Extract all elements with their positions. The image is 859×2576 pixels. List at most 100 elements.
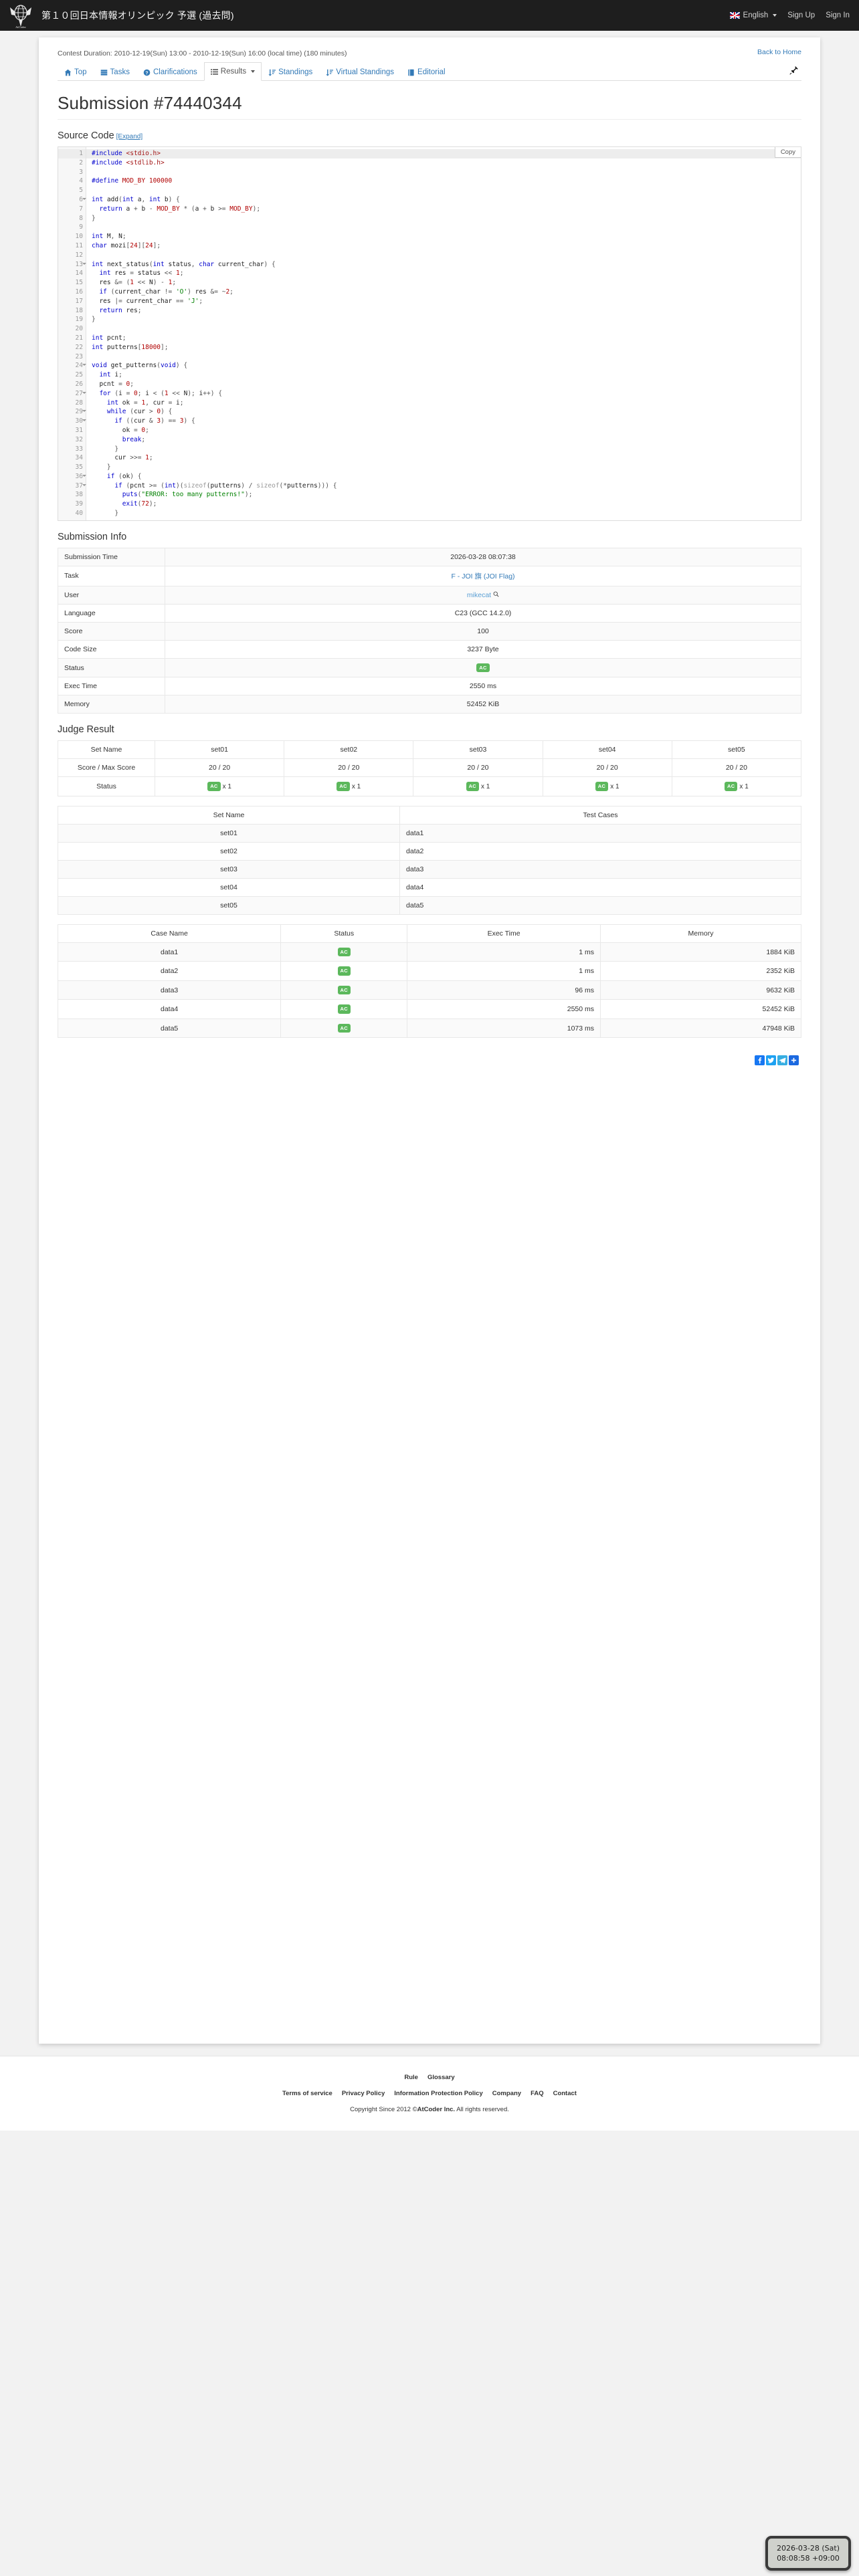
code-line: ok = 0; bbox=[122, 426, 149, 434]
code-fold-icon[interactable] bbox=[82, 419, 86, 422]
case-status-cell: AC bbox=[280, 999, 408, 1019]
footer-link[interactable]: Glossary bbox=[427, 2074, 455, 2081]
code-line-number: 39 bbox=[75, 500, 83, 508]
code-line bbox=[92, 223, 801, 232]
column-header: Set Name bbox=[57, 805, 401, 825]
tab-clarifications[interactable]: ? Clarifications bbox=[136, 63, 204, 81]
telegram-share-button[interactable] bbox=[777, 1055, 787, 1066]
tab-standings[interactable]: Standings bbox=[262, 63, 319, 81]
code-line: #define MOD_BY 100000 bbox=[92, 177, 173, 185]
facebook-share-button[interactable] bbox=[755, 1055, 765, 1066]
info-value[interactable]: F - JOI 旗 (JOI Flag) bbox=[165, 565, 801, 586]
tab-results[interactable]: Results bbox=[203, 62, 262, 81]
code-line: #include <stdio.h> bbox=[86, 149, 801, 158]
clock-date: 2026-03-28 (Sat) bbox=[776, 2544, 840, 2553]
back-to-home-link[interactable]: Back to Home bbox=[757, 48, 801, 56]
code-line-number: 5 bbox=[79, 187, 83, 195]
code-line-number: 33 bbox=[75, 445, 83, 453]
tab-top[interactable]: Top bbox=[58, 63, 94, 81]
info-value[interactable]: mikecat bbox=[165, 585, 801, 605]
code-line: res &= (1 << N) - 1; bbox=[99, 279, 177, 287]
code-content[interactable]: #include <stdio.h> #include <stdlib.h> #d… bbox=[86, 147, 801, 520]
test-cases-cell: data1 bbox=[399, 823, 801, 843]
code-line: } bbox=[114, 510, 119, 518]
sign-in-link[interactable]: Sign In bbox=[826, 11, 850, 19]
table-row: set03 data3 bbox=[57, 859, 801, 879]
table-row: data5 AC 1073 ms 47948 KiB bbox=[57, 1018, 801, 1039]
code-fold-icon[interactable] bbox=[82, 474, 86, 477]
submission-info-table: Submission Time 2026-03-28 08:07:38 Task F … bbox=[58, 547, 801, 714]
task-link[interactable]: F - JOI 旗 (JOI Flag) bbox=[451, 572, 515, 580]
footer-link[interactable]: FAQ bbox=[531, 2090, 544, 2097]
code-line-number: 31 bbox=[75, 426, 83, 434]
footer-link[interactable]: Contact bbox=[553, 2090, 577, 2097]
code-fold-icon[interactable] bbox=[82, 391, 86, 394]
code-fold-icon[interactable] bbox=[82, 262, 86, 265]
table-row: Score 100 bbox=[58, 621, 801, 641]
code-line: int pcnt; bbox=[92, 334, 126, 342]
case-name-cell: data2 bbox=[57, 961, 282, 981]
code-line-number: 7 bbox=[79, 205, 83, 213]
code-line: while (cur > 0) { bbox=[106, 408, 173, 416]
code-line-number: 12 bbox=[75, 251, 83, 259]
code-line-number: 8 bbox=[79, 214, 83, 222]
search-icon[interactable] bbox=[493, 591, 499, 599]
table-row: Task F - JOI 旗 (JOI Flag) bbox=[58, 565, 801, 586]
tab-label: Virtual Standings bbox=[336, 68, 395, 76]
set-name-cell: set01 bbox=[57, 823, 401, 843]
copy-button[interactable]: Copy bbox=[774, 147, 801, 158]
status-count: x 1 bbox=[481, 782, 490, 790]
code-line: int putterns[18000]; bbox=[92, 343, 169, 351]
more-share-button[interactable] bbox=[789, 1055, 799, 1066]
status-badge: AC bbox=[337, 1004, 351, 1014]
twitter-share-button[interactable] bbox=[766, 1055, 776, 1066]
judge-cell: AC x 1 bbox=[413, 776, 543, 796]
code-line: int res = status << 1; bbox=[99, 270, 184, 278]
judge-cell: 20 / 20 bbox=[284, 758, 414, 778]
table-row: Code Size 3237 Byte bbox=[58, 639, 801, 659]
table-header-row: Case Name Status Exec Time Memory bbox=[57, 924, 801, 943]
language-selector[interactable]: English bbox=[729, 11, 777, 19]
column-header: Exec Time bbox=[407, 924, 601, 943]
footer-link[interactable]: Terms of service bbox=[282, 2090, 332, 2097]
tab-label: Top bbox=[74, 68, 87, 76]
code-line: int i; bbox=[99, 371, 122, 379]
atcoder-logo[interactable]: AtCoder bbox=[0, 0, 41, 31]
tab-tasks[interactable]: Tasks bbox=[94, 63, 136, 81]
case-memory-cell: 52452 KiB bbox=[600, 999, 801, 1019]
code-line: res |= current_char == 'J'; bbox=[99, 297, 203, 305]
test-cases-cell: data2 bbox=[399, 841, 801, 861]
sign-up-link[interactable]: Sign Up bbox=[787, 11, 816, 19]
footer-top-links: Rule Glossary bbox=[0, 2074, 859, 2081]
code-fold-icon[interactable] bbox=[82, 484, 86, 486]
info-value: 2550 ms bbox=[165, 677, 801, 696]
status-badge: AC bbox=[337, 1023, 351, 1033]
footer-link[interactable]: Information Protection Policy bbox=[394, 2090, 483, 2097]
user-link[interactable]: mikecat bbox=[466, 591, 492, 599]
tab-editorial[interactable]: Editorial bbox=[401, 63, 452, 81]
code-line: } bbox=[92, 214, 96, 222]
code-fold-icon[interactable] bbox=[82, 197, 86, 200]
tab-virtual-standings[interactable]: Virtual Standings bbox=[319, 63, 401, 81]
column-header: Case Name bbox=[57, 924, 282, 943]
code-line: exit(72); bbox=[122, 500, 157, 508]
source-code-heading: Source Code [Expand] bbox=[58, 130, 801, 141]
language-label: English bbox=[743, 11, 769, 19]
code-line: for (i = 0; i < (1 << N); i++) { bbox=[99, 389, 222, 397]
case-status-cell: AC bbox=[280, 1018, 408, 1039]
info-value: C23 (GCC 14.2.0) bbox=[165, 603, 801, 623]
judge-row-label: Set Name bbox=[58, 740, 155, 760]
question-circle-icon: ? bbox=[143, 69, 151, 76]
code-fold-icon[interactable] bbox=[82, 410, 86, 413]
expand-link[interactable]: [Expand] bbox=[116, 133, 143, 140]
clock-widget: 2026-03-28 (Sat) 08:08:58 +09:00 bbox=[765, 2536, 851, 2571]
code-fold-icon[interactable] bbox=[82, 364, 86, 366]
footer-link[interactable]: Company bbox=[492, 2090, 522, 2097]
code-line-number: 22 bbox=[75, 343, 83, 351]
status-badge: AC bbox=[207, 782, 221, 791]
pin-icon[interactable] bbox=[787, 63, 801, 80]
code-line-number: 3 bbox=[79, 168, 83, 176]
info-value: 100 bbox=[165, 621, 801, 641]
footer-link[interactable]: Privacy Policy bbox=[341, 2090, 385, 2097]
footer-link[interactable]: Rule bbox=[404, 2074, 418, 2081]
